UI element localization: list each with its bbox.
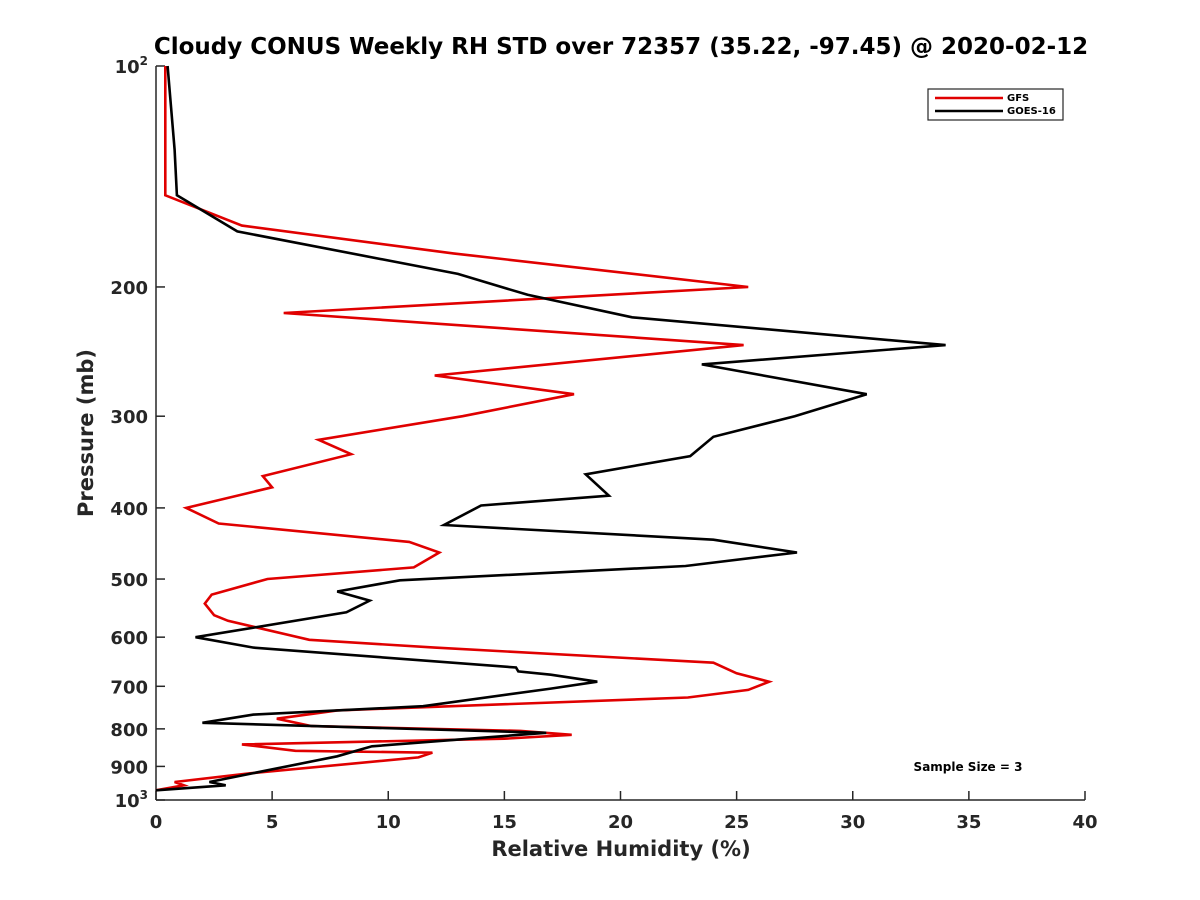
x-tick-label: 15 <box>492 812 517 833</box>
x-tick-label: 30 <box>840 812 865 833</box>
x-tick-label: 20 <box>608 812 633 833</box>
y-tick-label: 200 <box>110 278 148 299</box>
legend: GFS GOES-16 <box>927 88 1064 121</box>
y-tick-label: 102 <box>115 54 148 78</box>
chart-title: Cloudy CONUS Weekly RH STD over 72357 (3… <box>154 34 1088 60</box>
y-tick-label: 500 <box>110 570 148 591</box>
y-ticks: 102 200 300 400 500 600 700 800 900 103 <box>110 54 165 812</box>
x-tick-label: 10 <box>376 812 401 833</box>
x-tick-label: 40 <box>1072 812 1097 833</box>
series-line-goes16 <box>155 65 946 792</box>
series-line-gfs <box>155 66 774 792</box>
legend-label-goes16: GOES-16 <box>1007 106 1056 117</box>
legend-label-gfs: GFS <box>1007 93 1029 104</box>
x-axis-label: Relative Humidity (%) <box>491 837 750 861</box>
y-tick-label: 600 <box>110 628 148 649</box>
x-tick-label: 25 <box>724 812 749 833</box>
y-tick-label: 103 <box>115 788 148 812</box>
x-ticks: 0 5 10 15 20 25 30 35 40 <box>150 791 1098 833</box>
plot-area: 0 5 10 15 20 25 30 35 40 102 200 300 400 500 600 700 80… <box>110 54 1097 833</box>
y-tick-label: 300 <box>110 407 148 428</box>
sample-size-annotation: Sample Size = 3 <box>914 760 1023 774</box>
y-tick-label: 800 <box>110 720 148 741</box>
y-tick-label: 700 <box>110 677 148 698</box>
x-tick-label: 5 <box>266 812 279 833</box>
y-tick-label: 900 <box>110 757 148 778</box>
x-tick-label: 0 <box>150 812 163 833</box>
series-lines <box>155 65 946 792</box>
x-tick-label: 35 <box>956 812 981 833</box>
y-axis-label: Pressure (mb) <box>74 349 98 517</box>
y-tick-label: 400 <box>110 499 148 520</box>
legend-box <box>927 88 1064 121</box>
